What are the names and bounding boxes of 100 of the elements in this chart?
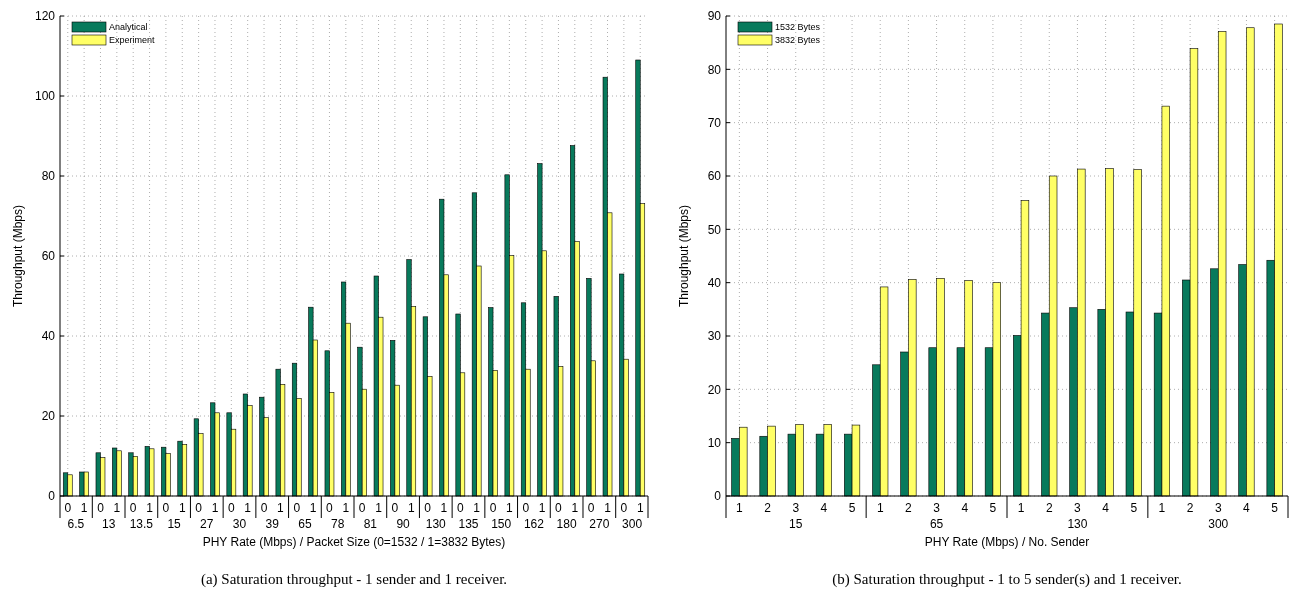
x-tick-label: 2 [905, 501, 913, 515]
x-tick-label: 0 [326, 501, 334, 515]
x-tick-label: 1 [211, 501, 219, 515]
y-tick-label: 30 [707, 329, 722, 344]
text: 65 [929, 517, 944, 531]
x-tick-label: 1 [736, 501, 744, 515]
x-tick-label: 1 [571, 501, 579, 515]
y-axis-title: Throughput (Mbps) [11, 204, 25, 308]
x-tick-label: 0 [620, 501, 628, 515]
x-tick-label: 0 [129, 501, 137, 515]
x-tick-label: 3 [933, 501, 941, 515]
x-tick-label: 3 [792, 501, 800, 515]
x-tick-label: 0 [293, 501, 301, 515]
x-tick-label: 0 [555, 501, 563, 515]
x-tick-label: 1 [440, 501, 448, 515]
legend-label: 1532 Bytes [775, 22, 821, 33]
y-tick-label: 40 [707, 275, 722, 290]
x-tick-label: 2 [1186, 501, 1194, 515]
text: (a) Saturation throughput - 1 sender and 1 receiver. [200, 571, 508, 588]
x-tick-label: 1 [80, 501, 88, 515]
text: 15 [789, 517, 803, 531]
text: 130 [425, 517, 447, 531]
text: 81 [363, 517, 378, 531]
x-axis-title: PHY Rate (Mbps) / Packet Size (0=1532 / 1=3832 Bytes) [202, 535, 506, 549]
x-tick-label: 4 [1102, 501, 1110, 515]
x-tick-label: 1 [277, 501, 285, 515]
text: 39 [265, 517, 280, 531]
x-tick-label: 1 [473, 501, 481, 515]
x-tick-label: 3 [1074, 501, 1082, 515]
legend-label: 3832 Bytes [775, 35, 821, 46]
y-tick-label: 0 [48, 489, 56, 504]
x-tick-label: 2 [1045, 501, 1053, 515]
text: (b) Saturation throughput - 1 to 5 sender(s) and 1 receiver. [832, 571, 1182, 588]
y-tick-label: 0 [714, 489, 722, 504]
text: 65 [298, 517, 312, 531]
x-tick-label: 5 [1271, 501, 1279, 515]
text: 180 [556, 517, 577, 531]
x-axis-title: PHY Rate (Mbps) / No. Sender [924, 535, 1090, 549]
text: 15 [167, 517, 182, 531]
y-tick-label: 50 [707, 222, 722, 237]
y-tick-label: 60 [41, 249, 56, 264]
x-tick-label: 0 [260, 501, 268, 515]
text: 27 [200, 517, 214, 531]
y-tick-label: 10 [707, 435, 722, 450]
x-tick-label: 1 [375, 501, 383, 515]
x-tick-label: 4 [1243, 501, 1251, 515]
x-tick-label: 0 [162, 501, 170, 515]
x-tick-label: 5 [989, 501, 997, 515]
x-tick-label: 1 [604, 501, 612, 515]
x-tick-label: 5 [1130, 501, 1138, 515]
text: 13 [101, 517, 116, 531]
x-tick-label: 1 [506, 501, 514, 515]
x-tick-label: 1 [342, 501, 350, 515]
x-tick-label: 1 [1017, 501, 1025, 515]
y-axis-title: Throughput (Mbps) [677, 204, 691, 308]
x-tick-label: 1 [244, 501, 252, 515]
x-tick-label: 0 [489, 501, 497, 515]
text: 150 [491, 517, 512, 531]
y-tick-label: 20 [41, 409, 56, 424]
x-tick-label: 1 [113, 501, 121, 515]
text: 90 [396, 517, 411, 531]
x-tick-label: 0 [424, 501, 432, 515]
x-tick-label: 1 [636, 501, 644, 515]
text: 135 [458, 517, 479, 531]
x-tick-label: 1 [538, 501, 546, 515]
text: 13.5 [129, 517, 154, 531]
x-tick-label: 1 [876, 501, 884, 515]
y-tick-label: 60 [707, 169, 722, 184]
x-tick-label: 0 [227, 501, 235, 515]
x-tick-label: 4 [961, 501, 969, 515]
x-tick-label: 0 [456, 501, 464, 515]
x-tick-label: 1 [309, 501, 317, 515]
x-tick-label: 0 [97, 501, 105, 515]
y-tick-label: 90 [707, 9, 722, 24]
text: 78 [330, 517, 345, 531]
text: 162 [523, 517, 545, 531]
text: 300 [1208, 517, 1229, 531]
x-tick-label: 0 [64, 501, 72, 515]
text: 130 [1067, 517, 1088, 531]
x-tick-label: 0 [195, 501, 203, 515]
text: 300 [622, 517, 643, 531]
y-tick-label: 80 [707, 62, 722, 77]
x-tick-label: 0 [391, 501, 399, 515]
y-tick-label: 120 [34, 9, 56, 24]
x-tick-label: 3 [1214, 501, 1222, 515]
legend-label: Analytical [109, 22, 148, 33]
x-tick-label: 0 [358, 501, 366, 515]
x-tick-label: 1 [178, 501, 186, 515]
x-tick-label: 0 [587, 501, 595, 515]
y-tick-label: 40 [41, 329, 56, 344]
x-tick-label: 4 [820, 501, 828, 515]
x-tick-label: 1 [146, 501, 154, 515]
x-tick-label: 5 [848, 501, 856, 515]
y-tick-label: 80 [41, 169, 56, 184]
x-tick-label: 2 [764, 501, 772, 515]
x-tick-label: 0 [522, 501, 530, 515]
text: 30 [232, 517, 247, 531]
text: 270 [589, 517, 610, 531]
y-tick-label: 20 [707, 382, 722, 397]
legend-label: Experiment [109, 35, 156, 46]
